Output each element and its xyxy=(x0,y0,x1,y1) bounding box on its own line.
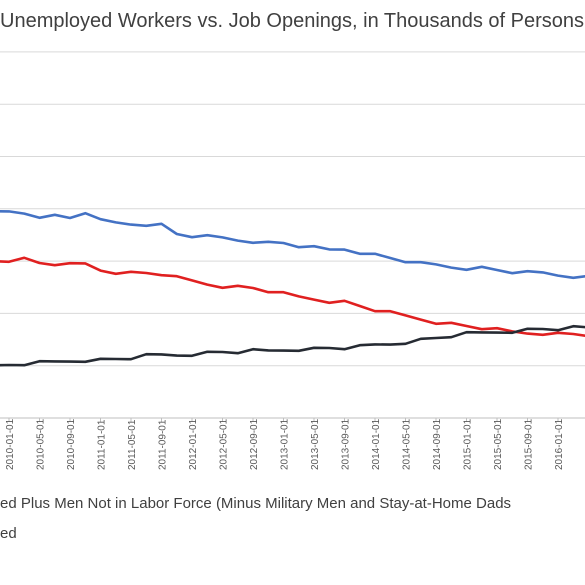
series-line-2 xyxy=(0,256,585,338)
x-tick-label: 2010-09-01 xyxy=(66,418,77,470)
x-tick-label: 2012-01-01 xyxy=(188,418,199,470)
x-tick-label: 2014-01-01 xyxy=(371,418,382,470)
x-tick-label: 2015-05-01 xyxy=(493,418,504,470)
x-tick-label: 2011-09-01 xyxy=(158,419,169,470)
x-axis-ticks: 2010-01-01 2010-05-01 2010-09-01 2011-01-01… xyxy=(5,418,565,470)
x-tick-label: 2012-09-01 xyxy=(249,418,260,470)
series-lines xyxy=(0,210,585,367)
x-tick-label: 2010-01-01 xyxy=(5,418,16,470)
x-tick-label: 2013-05-01 xyxy=(310,418,321,470)
x-tick-label: 2013-09-01 xyxy=(341,418,352,470)
series-line-1 xyxy=(0,210,585,280)
x-tick-label: 2016-01-01 xyxy=(554,418,565,470)
x-tick-label: 2013-01-01 xyxy=(280,418,291,470)
legend-entry-1: ed Plus Men Not in Labor Force (Minus Mi… xyxy=(0,495,512,512)
x-tick-label: 2015-09-01 xyxy=(524,418,535,470)
x-tick-label: 2011-05-01 xyxy=(127,419,138,470)
series-line-3 xyxy=(0,324,585,367)
x-tick-label: 2010-05-01 xyxy=(36,418,47,470)
x-tick-label: 2012-05-01 xyxy=(219,418,230,470)
grid-lines xyxy=(0,51,585,419)
chart-title: Unemployed Workers vs. Job Openings, in … xyxy=(0,10,585,32)
x-tick-label: 2011-01-01 xyxy=(97,419,108,470)
x-tick-label: 2014-09-01 xyxy=(432,418,443,470)
x-tick-label: 2015-01-01 xyxy=(463,418,474,470)
legend-entry-2: ed xyxy=(0,525,17,542)
x-tick-label: 2014-05-01 xyxy=(402,418,413,470)
